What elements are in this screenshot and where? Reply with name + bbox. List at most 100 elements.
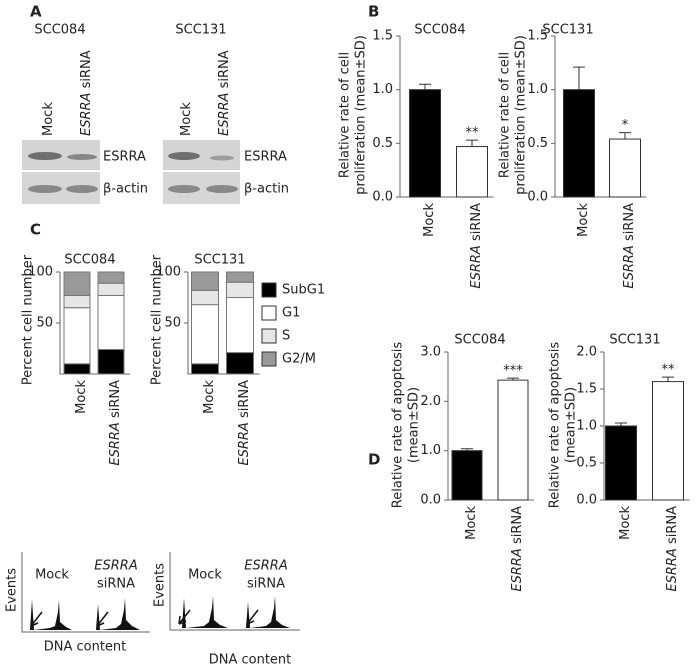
error-bar <box>466 139 478 147</box>
x-tick-label: ESRRA siRNA <box>469 203 484 289</box>
band <box>168 152 200 160</box>
y-tick-label: 1.5 <box>527 29 548 44</box>
x-tick-label: ESRRA siRNA <box>622 203 637 289</box>
flow-label: ESRRA <box>244 559 287 574</box>
y-axis-label: proliferation (mean±SD) <box>514 35 529 195</box>
blot: SCC131 Mock ESRRA siRNA ESRRA β-actin <box>163 23 289 204</box>
lane-label: ESRRA siRNA <box>79 50 94 136</box>
flow-label: siRNA <box>97 577 135 592</box>
panel-label: D <box>368 451 380 469</box>
y-axis-label: Percent cell number <box>21 254 36 385</box>
bar <box>497 379 529 501</box>
histogram-shape <box>25 600 72 630</box>
arrow <box>30 611 43 627</box>
lane-label: Mock <box>41 102 56 136</box>
axis-line <box>21 552 150 633</box>
band-label: β-actin <box>103 182 148 197</box>
significance-label: ** <box>466 126 480 141</box>
y-tick-label: 0.5 <box>372 136 393 151</box>
bar-segment <box>226 271 254 283</box>
legend-label: S <box>282 329 290 344</box>
blot-title: SCC131 <box>175 23 226 38</box>
significance-label: * <box>622 118 629 133</box>
legend-label: G1 <box>282 306 300 321</box>
y-axis-label: Relative rate of apoptosis <box>391 342 406 509</box>
arrow <box>96 611 109 627</box>
y-tick-label: 2.0 <box>420 394 441 409</box>
bar-segment <box>191 289 219 306</box>
legend-swatch <box>261 282 277 298</box>
chart-title: SCC131 <box>609 333 660 348</box>
y-tick-label: 50 <box>164 316 181 331</box>
bar-segment <box>63 271 91 296</box>
y-tick-label: 1.0 <box>420 443 441 458</box>
lane-label: ESRRA siRNA <box>217 50 232 136</box>
y-tick-label: 3.0 <box>420 345 441 360</box>
chart-title: SCC131 <box>194 253 245 268</box>
x-tick-label: Mock <box>576 203 591 237</box>
error-bar <box>662 376 674 382</box>
bar <box>605 425 637 501</box>
y-axis-label: (mean±SD) <box>407 387 422 463</box>
band <box>206 185 238 193</box>
bar-segment <box>63 363 91 375</box>
error-bar <box>419 83 431 90</box>
bar <box>451 450 483 501</box>
chart-title: SCC084 <box>454 333 505 348</box>
y-tick-label: 2.0 <box>576 345 597 360</box>
axis-label: DNA content <box>209 653 292 668</box>
y-tick-label: 50 <box>36 316 53 331</box>
error-bar <box>619 132 631 140</box>
y-axis-label: (mean±SD) <box>564 387 579 463</box>
axis-label: Events <box>153 563 168 607</box>
bar-segment <box>63 307 91 365</box>
bar-segment <box>191 363 219 375</box>
flow-label: Mock <box>35 568 69 583</box>
y-tick-label: 1.0 <box>372 82 393 97</box>
significance-label: ** <box>662 363 676 378</box>
blot-title: SCC084 <box>34 23 85 38</box>
axis-label: Events <box>5 568 20 612</box>
band <box>210 155 234 161</box>
bar <box>652 381 684 501</box>
bar-segment <box>226 281 254 299</box>
legend-swatch <box>261 351 277 367</box>
y-axis-label: Relative rate of apoptosis <box>548 342 563 509</box>
legend-label: SubG1 <box>282 283 325 298</box>
band <box>28 152 62 160</box>
legend-swatch <box>261 328 277 344</box>
y-tick-label: 0.5 <box>527 136 548 151</box>
x-tick-label: Mock <box>422 203 437 237</box>
bar-segment <box>191 304 219 365</box>
y-tick-label: 0.5 <box>576 456 597 471</box>
x-tick-label: ESRRA siRNA <box>510 506 525 592</box>
arrow <box>178 609 191 625</box>
x-tick-label: Mock <box>618 506 633 540</box>
band-label: ESRRA <box>103 150 146 165</box>
flow-histogram: Events Mock ESRRA siRNA DNA content <box>153 552 300 668</box>
y-tick-label: 100 <box>156 265 181 280</box>
y-tick-label: 1.5 <box>576 382 597 397</box>
x-tick-label: ESRRA siRNA <box>237 380 252 466</box>
bar-segment <box>97 294 125 351</box>
y-tick-label: 100 <box>28 265 53 280</box>
bar <box>609 138 641 198</box>
band <box>28 185 62 193</box>
x-tick-label: ESRRA siRNA <box>108 380 123 466</box>
flow-label: Mock <box>188 568 222 583</box>
chart-title: SCC084 <box>64 253 115 268</box>
significance-label: *** <box>503 364 523 379</box>
bar <box>563 89 595 198</box>
band <box>67 154 97 160</box>
y-tick-label: 1.0 <box>576 419 597 434</box>
band <box>66 185 98 193</box>
panel-label: B <box>368 3 379 21</box>
band-label: β-actin <box>244 182 289 197</box>
chart-title: SCC084 <box>414 23 465 38</box>
bar-segment <box>226 352 254 375</box>
y-axis-label: proliferation (mean±SD) <box>354 35 369 195</box>
bar-segment <box>191 271 219 291</box>
histogram-shape <box>90 598 140 630</box>
flow-histogram: Events Mock ESRRA siRNA DNA content <box>5 552 150 655</box>
panel-label: A <box>30 3 42 21</box>
